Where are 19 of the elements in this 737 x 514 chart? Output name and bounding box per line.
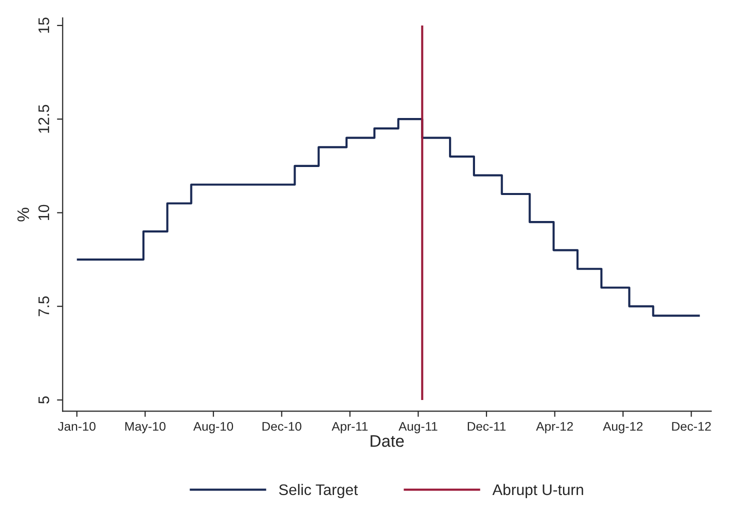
y-axis-title: % bbox=[17, 208, 30, 222]
x-tick-label: Apr-12 bbox=[536, 422, 573, 434]
x-tick-label: Dec-10 bbox=[262, 422, 302, 431]
y-tick-label: 15 bbox=[38, 18, 50, 33]
x-tick-label: Dec-11 bbox=[468, 422, 506, 431]
x-tick-label: Aug-10 bbox=[193, 422, 234, 434]
x-tick-label: Aug-12 bbox=[602, 422, 643, 434]
x-tick-label: Jan-10 bbox=[58, 422, 96, 431]
y-tick-label: 12.5 bbox=[38, 104, 50, 133]
x-axis-title: Date bbox=[370, 435, 404, 447]
x-tick-label: Apr-11 bbox=[332, 422, 368, 434]
legend-label: Selic Target bbox=[279, 484, 358, 498]
y-tick-label: 5 bbox=[38, 396, 50, 404]
x-tick-label: Aug-11 bbox=[398, 422, 438, 434]
y-tick-label: 7.5 bbox=[38, 296, 50, 316]
legend-label: Abrupt U-turn bbox=[492, 484, 584, 498]
y-tick-label: 10 bbox=[38, 204, 50, 220]
x-tick-label: Dec-12 bbox=[672, 422, 711, 431]
x-tick-label: May-10 bbox=[125, 422, 166, 434]
